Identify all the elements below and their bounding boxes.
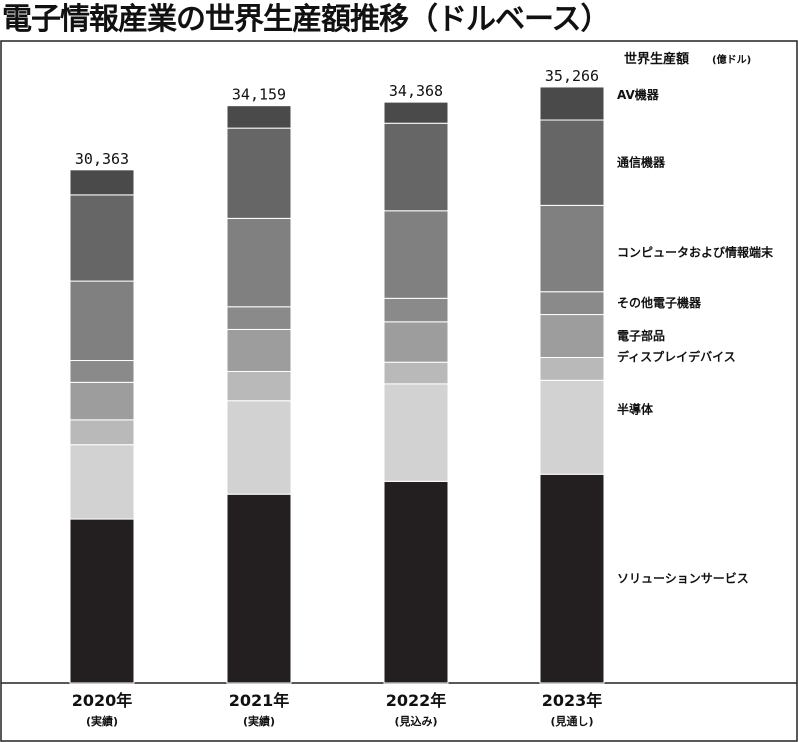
bar-segment-3-0	[539, 473, 605, 684]
total-label-1: 34,159	[232, 86, 286, 104]
bar-segment-1-3	[226, 328, 292, 373]
bar-segment-3-4	[539, 291, 605, 316]
bar-segment-3-2	[539, 356, 605, 381]
bar-segment-3-6	[539, 119, 605, 206]
legend-label-5: コンピュータおよび情報端末	[617, 245, 774, 260]
total-label-3: 35,266	[545, 67, 599, 85]
bar-segment-2-1	[383, 383, 449, 482]
category-note-1: (実績)	[243, 714, 275, 728]
unit-label: 世界生産額	[624, 51, 689, 67]
bar-segment-0-1	[69, 444, 135, 520]
category-note-2: (見込み)	[394, 714, 437, 728]
bar-segment-2-6	[383, 122, 449, 212]
bar-segment-1-0	[226, 493, 292, 684]
legend-label-3: 電子部品	[617, 328, 665, 343]
bar-segment-2-3	[383, 321, 449, 363]
bar-segment-2-0	[383, 480, 449, 684]
bar-segment-3-1	[539, 379, 605, 475]
legend-label-1: 半導体	[617, 401, 654, 416]
category-label-2: 2022年	[386, 691, 447, 710]
bar-segment-2-2	[383, 361, 449, 385]
legend-label-0: ソリューションサービス	[617, 571, 749, 586]
category-note-0: (実績)	[86, 714, 118, 728]
bar-segment-2-7	[383, 101, 449, 124]
bar-segment-0-2	[69, 419, 135, 446]
bar-segment-3-3	[539, 314, 605, 358]
bar-segment-1-1	[226, 400, 292, 495]
legend-label-2: ディスプレイデバイス	[617, 349, 736, 364]
bar-segment-1-6	[226, 127, 292, 219]
bars-layer	[69, 86, 605, 684]
total-label-0: 30,363	[75, 150, 129, 168]
bar-segment-2-4	[383, 297, 449, 323]
bar-segment-0-5	[69, 280, 135, 362]
plot-frame	[0, 40, 798, 742]
chart-title: 電子情報産業の世界生産額推移（ドルベース）	[2, 2, 611, 37]
bar-segment-2-5	[383, 210, 449, 299]
category-label-1: 2021年	[229, 691, 290, 710]
bar-segment-1-5	[226, 217, 292, 308]
labels-layer: 30,363 2020年 (実績) 34,159 2021年 (実績) 34,368 2022…	[72, 67, 603, 728]
total-label-2: 34,368	[389, 82, 443, 100]
bar-segment-0-0	[69, 518, 135, 684]
bar-segment-3-5	[539, 204, 605, 293]
category-label-3: 2023年	[542, 691, 603, 710]
legend-label-7: AV機器	[617, 87, 660, 102]
unit-sub-label: (億ドル)	[712, 53, 751, 66]
bar-segment-0-4	[69, 360, 135, 383]
category-label-0: 2020年	[72, 691, 133, 710]
bar-segment-0-7	[69, 169, 135, 196]
category-note-3: (見通し)	[550, 715, 593, 728]
bar-segment-1-2	[226, 371, 292, 402]
bar-segment-1-7	[226, 105, 292, 129]
bar-segment-0-6	[69, 194, 135, 282]
legend-label-6: 通信機器	[617, 155, 666, 170]
bar-segment-3-7	[539, 86, 605, 121]
legend-label-4: その他電子機器	[617, 295, 702, 310]
bar-segment-0-3	[69, 381, 135, 421]
bar-segment-1-4	[226, 306, 292, 330]
